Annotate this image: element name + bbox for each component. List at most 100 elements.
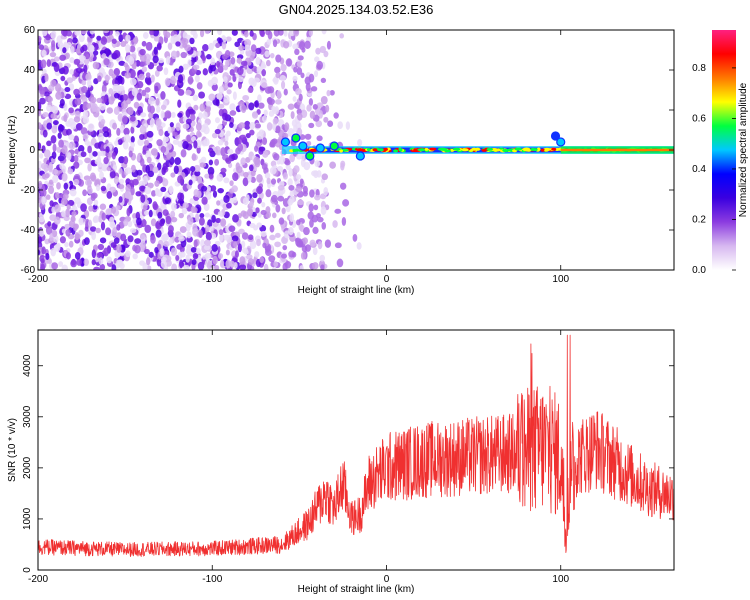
spectrogram-cell (55, 83, 62, 92)
spectrogram-cell (154, 69, 160, 77)
spectrogram-cell (100, 221, 106, 231)
spectrogram-cell (193, 164, 201, 173)
spectrogram-cell (78, 217, 84, 226)
spectrogram-cell (292, 75, 298, 82)
spectrogram-cell (193, 140, 198, 149)
colorbar-tick-label: 0.6 (692, 113, 706, 124)
spectrogram-cell (255, 47, 262, 55)
spectrogram-cell (139, 260, 145, 266)
spectrogram-cell (38, 217, 45, 223)
spectrogram-cell (204, 239, 211, 246)
spectrogram-cell (190, 166, 196, 172)
spectrogram-cell (140, 194, 146, 203)
spectrogram-cell (229, 122, 234, 128)
spectrogram-cell (78, 179, 85, 187)
spectrogram-cell (314, 160, 321, 168)
spectrogram-cell (52, 120, 59, 126)
spectrogram-cell (283, 41, 290, 49)
spectrogram-cell (288, 185, 295, 191)
spectrogram-cell (82, 189, 88, 197)
spectrogram-cell (87, 145, 92, 154)
spectrogram-cell (84, 157, 91, 164)
spectrogram-cell (218, 66, 224, 72)
spectrogram-cell (83, 258, 89, 266)
spectrogram-cell (103, 131, 110, 138)
signal-peak (366, 148, 371, 152)
spectrogram-cell (314, 56, 320, 63)
spectrogram-cell (181, 38, 189, 45)
spectrogram-cell (274, 99, 282, 105)
spectrogram-cell (146, 257, 151, 266)
spectrogram-cell (266, 38, 272, 46)
spectrogram-cell (152, 55, 159, 64)
spectrogram-cell (256, 222, 263, 228)
spectrogram-cell (55, 191, 60, 199)
spectrogram-cell (339, 33, 345, 39)
spectrogram-cell (320, 77, 327, 84)
spectrogram-cell (356, 242, 362, 250)
spectrogram-cell (149, 105, 155, 114)
snr-x-axis-label: Height of straight line (km) (298, 584, 415, 595)
spectrogram-cell (65, 229, 71, 237)
spectrogram-cell (142, 204, 148, 211)
spectrogram-cell (69, 188, 77, 197)
spectrogram-cell (66, 77, 74, 84)
spectrogram-cell (237, 101, 245, 107)
spectrogram-cell (197, 50, 202, 57)
spectrogram-cell (212, 255, 218, 265)
signal-peak (514, 147, 523, 151)
spectrogram-cell (202, 111, 208, 120)
spectrogram-cell (326, 89, 331, 97)
spectrogram-cell (217, 123, 223, 130)
spectrogram-cell (224, 59, 230, 68)
spectrogram-cell (91, 259, 96, 266)
spectrogram-cell (277, 184, 285, 191)
spectrogram-cell (89, 44, 95, 53)
spectrogram-cell (247, 60, 252, 66)
spectrogram-cell (175, 41, 181, 47)
spectrogram-cell (315, 47, 321, 55)
spectrogram-cell (146, 156, 152, 164)
spectrogram-cell (214, 129, 221, 135)
spectrogram-cell (91, 231, 97, 241)
spectrogram-cell (41, 30, 48, 37)
spectrogram-cell (46, 122, 53, 130)
signal-blob (550, 131, 561, 141)
spectrogram-cell (233, 241, 238, 248)
spectrogram-cell (142, 31, 149, 39)
spectrogram-cell (113, 49, 121, 59)
spectrogram-cell (80, 203, 87, 212)
spectrogram-cell (293, 165, 300, 173)
spectrogram-cell (240, 104, 247, 114)
spectrogram-cell (125, 55, 133, 63)
spectrogram-cell (53, 244, 61, 252)
spectrogram-cell (54, 204, 61, 213)
spectrogram-cell (142, 149, 147, 155)
spectrogram-cell (180, 51, 187, 59)
spectrogram-cell (290, 111, 295, 120)
spectrogram-cell (271, 138, 278, 145)
spectrogram-cell (204, 30, 211, 35)
spectrogram-cell (127, 220, 133, 228)
spectrogram-cell (231, 185, 238, 193)
spectrogram-cell (287, 178, 293, 187)
spectrogram-cell (265, 189, 272, 198)
spectrogram-cell (201, 55, 206, 61)
spectrogram-cell (232, 196, 238, 204)
spectrogram-cell (246, 254, 253, 260)
spectrogram-cell (215, 98, 220, 107)
spectrogram-cell (308, 30, 313, 37)
spectrogram-cell (83, 175, 91, 181)
spectrogram-cell (259, 30, 265, 37)
spectrogram-cell (337, 121, 344, 129)
spectrogram-cell (84, 225, 90, 232)
spectrogram-cell (72, 37, 78, 44)
spectrogram-cell (217, 187, 224, 194)
spectrogram-cell (239, 49, 245, 55)
spectrogram-cell (300, 72, 305, 79)
y-tick-label: -60 (21, 265, 36, 276)
spectrogram-cell (320, 264, 325, 270)
spectrogram-cell (39, 86, 46, 95)
spectrogram-cell (201, 196, 208, 205)
spectrogram-cell (312, 226, 319, 235)
